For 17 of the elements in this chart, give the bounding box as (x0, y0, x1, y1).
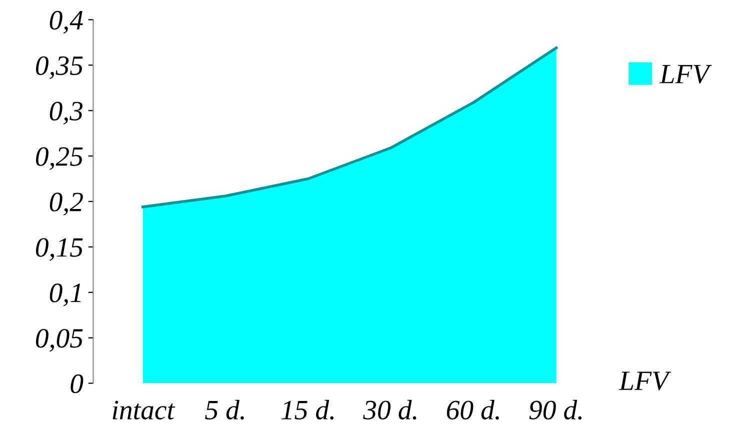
y-tick-label: 0,4 (50, 10, 83, 34)
x-tick-label: 15 d. (281, 400, 334, 420)
legend-label: LFV (659, 64, 712, 84)
x-tick-label: intact (112, 400, 176, 420)
y-tick-label: 0,3 (50, 102, 83, 125)
text: LFV (618, 372, 672, 390)
x-tick-label: 60 d. (446, 400, 499, 420)
y-tick-label: 0,1 (50, 284, 81, 306)
y-tick-label: 0,2 (50, 192, 83, 216)
y-tick-label: 0 (70, 374, 84, 394)
x-tick-label: 90 d. (529, 400, 582, 420)
y-tick-label: 0,35 (36, 56, 83, 80)
x-tick-label: 30 d. (363, 400, 416, 420)
y-tick-label: 0,25 (36, 147, 83, 170)
y-tick-label: 0,05 (36, 328, 83, 352)
x-tick-label: 5 d. (205, 400, 244, 420)
y-tick-label: 0,15 (36, 238, 83, 261)
